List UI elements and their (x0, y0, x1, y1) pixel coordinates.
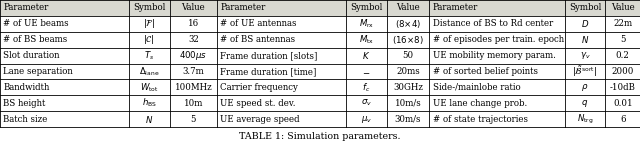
Text: Value: Value (396, 4, 420, 12)
Text: $W_{\mathrm{tot}}$: $W_{\mathrm{tot}}$ (140, 81, 159, 94)
Text: $\mu_v$: $\mu_v$ (360, 114, 372, 125)
Text: Value: Value (611, 4, 635, 12)
Text: $M_{\mathrm{tx}}$: $M_{\mathrm{tx}}$ (358, 33, 374, 46)
Text: Symbol: Symbol (569, 4, 601, 12)
Text: # of sorted belief points: # of sorted belief points (433, 67, 538, 76)
Text: # of episodes per train. epoch: # of episodes per train. epoch (433, 35, 564, 44)
Text: $|\tilde{\mathcal{B}}^{\mathrm{sort}}|$: $|\tilde{\mathcal{B}}^{\mathrm{sort}}|$ (572, 64, 598, 79)
Text: Side-/mainlobe ratio: Side-/mainlobe ratio (433, 83, 520, 92)
Text: Symbol: Symbol (133, 4, 166, 12)
Text: $N_{\mathrm{trg}}$: $N_{\mathrm{trg}}$ (577, 113, 593, 126)
Text: $N$: $N$ (145, 114, 154, 125)
Text: $\gamma_v$: $\gamma_v$ (580, 50, 590, 61)
Text: 2000: 2000 (612, 67, 634, 76)
Text: 5: 5 (620, 35, 625, 44)
Text: 6: 6 (620, 115, 625, 124)
Text: $|\mathcal{F}|$: $|\mathcal{F}|$ (143, 17, 156, 30)
Text: 3.7m: 3.7m (182, 67, 204, 76)
Text: $\Delta_{\mathrm{lane}}$: $\Delta_{\mathrm{lane}}$ (139, 65, 159, 78)
Text: $-$: $-$ (362, 67, 371, 76)
Text: Slot duration: Slot duration (3, 51, 60, 60)
Text: 22m: 22m (613, 19, 632, 28)
Text: Batch size: Batch size (3, 115, 47, 124)
Text: $N$: $N$ (581, 34, 589, 45)
Text: $T_s$: $T_s$ (144, 49, 154, 62)
Text: $\rho$: $\rho$ (581, 82, 589, 93)
Text: Value: Value (182, 4, 205, 12)
Text: 10m/s: 10m/s (395, 99, 421, 108)
Text: 20ms: 20ms (396, 67, 420, 76)
Text: $400\mu s$: $400\mu s$ (179, 49, 207, 62)
Text: $(16{\times}8)$: $(16{\times}8)$ (392, 34, 424, 46)
Text: Parameter: Parameter (433, 4, 478, 12)
Text: $|\mathcal{C}|$: $|\mathcal{C}|$ (143, 33, 155, 46)
Text: # of UE beams: # of UE beams (3, 19, 69, 28)
Text: 30GHz: 30GHz (393, 83, 423, 92)
Text: $q$: $q$ (581, 98, 589, 109)
Text: # of BS beams: # of BS beams (3, 35, 67, 44)
Text: $M_{\mathrm{rx}}$: $M_{\mathrm{rx}}$ (358, 18, 374, 30)
Text: # of BS antennas: # of BS antennas (220, 35, 295, 44)
Text: Frame duration [slots]: Frame duration [slots] (220, 51, 317, 60)
Bar (0, 0, 640, 16)
Text: 0.01: 0.01 (613, 99, 632, 108)
Text: 0.2: 0.2 (616, 51, 630, 60)
Text: Lane separation: Lane separation (3, 67, 73, 76)
Text: -10dB: -10dB (610, 83, 636, 92)
Text: 16: 16 (188, 19, 199, 28)
Text: Distance of BS to Rd center: Distance of BS to Rd center (433, 19, 553, 28)
Text: Symbol: Symbol (350, 4, 382, 12)
Text: 30m/s: 30m/s (395, 115, 421, 124)
Text: 32: 32 (188, 35, 199, 44)
Text: $\sigma_v$: $\sigma_v$ (361, 98, 372, 108)
Text: $f_c$: $f_c$ (362, 81, 371, 94)
Text: Frame duration [time]: Frame duration [time] (220, 67, 316, 76)
Text: $K$: $K$ (362, 50, 371, 61)
Text: $(8{\times}4)$: $(8{\times}4)$ (395, 18, 421, 30)
Text: # of UE antennas: # of UE antennas (220, 19, 296, 28)
Text: $h_{\mathrm{BS}}$: $h_{\mathrm{BS}}$ (142, 97, 157, 110)
Text: UE speed st. dev.: UE speed st. dev. (220, 99, 296, 108)
Text: UE average speed: UE average speed (220, 115, 300, 124)
Text: 100MHz: 100MHz (175, 83, 212, 92)
Text: 5: 5 (191, 115, 196, 124)
Text: UE lane change prob.: UE lane change prob. (433, 99, 527, 108)
Text: Parameter: Parameter (220, 4, 266, 12)
Text: BS height: BS height (3, 99, 45, 108)
Text: 10m: 10m (184, 99, 203, 108)
Text: Carrier frequency: Carrier frequency (220, 83, 298, 92)
Text: TABLE 1: Simulation parameters.: TABLE 1: Simulation parameters. (239, 132, 401, 141)
Text: # of state trajectories: # of state trajectories (433, 115, 527, 124)
Text: Bandwidth: Bandwidth (3, 83, 49, 92)
Text: UE mobility memory param.: UE mobility memory param. (433, 51, 556, 60)
Text: Parameter: Parameter (3, 4, 49, 12)
Text: $D$: $D$ (581, 18, 589, 29)
Text: 50: 50 (403, 51, 413, 60)
